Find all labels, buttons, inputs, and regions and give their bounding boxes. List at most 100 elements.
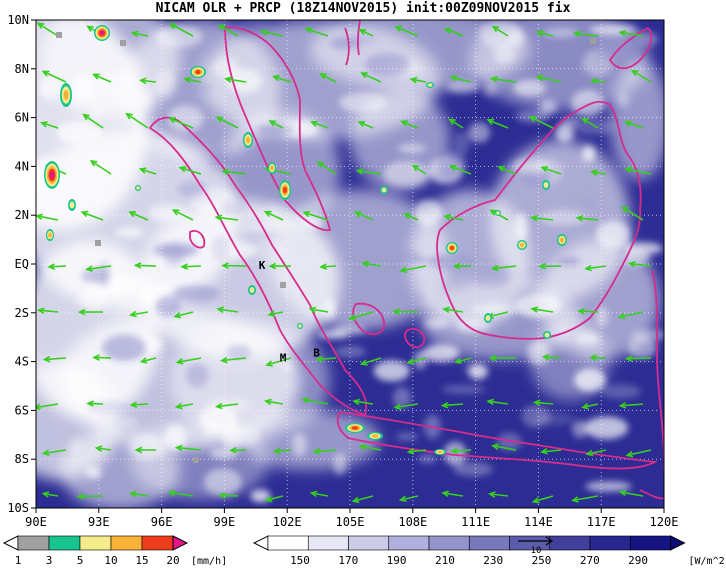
wind-arrow xyxy=(36,213,59,221)
wind-arrow xyxy=(167,489,194,497)
sulawesi-coast xyxy=(651,269,664,470)
cloud-patch xyxy=(119,418,138,427)
wind-arrow xyxy=(304,27,329,37)
lon-label: 117E xyxy=(587,515,616,529)
cloud-patch xyxy=(539,99,557,115)
wind-arrow xyxy=(392,308,419,316)
precip-cell xyxy=(345,423,365,433)
precip-cell xyxy=(446,242,458,254)
cloud-patch xyxy=(571,90,605,117)
cloud-patch xyxy=(473,302,519,316)
wind-arrow xyxy=(618,489,644,497)
wind-arrow xyxy=(398,495,419,503)
wind-arrow xyxy=(178,165,202,175)
wind-arrow xyxy=(134,446,156,454)
wind-arrow xyxy=(577,307,599,315)
cloud-patch xyxy=(280,359,294,373)
axis-ticks xyxy=(31,19,665,513)
lon-label: 99E xyxy=(214,515,236,529)
wind-arrow xyxy=(400,120,419,129)
cloud-patch xyxy=(631,31,659,48)
lon-label: 96E xyxy=(151,515,173,529)
philippines-coast xyxy=(608,26,653,70)
cloud-patch xyxy=(133,92,153,108)
wind-arrow xyxy=(80,210,104,221)
wind-arrow xyxy=(625,449,652,458)
wind-arrow xyxy=(319,263,337,271)
wind-arrow xyxy=(486,398,509,406)
cloud-patch xyxy=(557,257,581,266)
cloud-patch xyxy=(584,416,629,440)
cloud-patch xyxy=(85,466,102,479)
wind-arrow xyxy=(528,116,554,129)
wind-arrow xyxy=(399,265,427,274)
wind-arrow xyxy=(174,444,202,452)
wind-arrow xyxy=(581,117,599,129)
cloud-patch xyxy=(555,123,574,143)
precip-cell xyxy=(60,83,72,107)
wind-arrow xyxy=(259,29,284,37)
wind-arrow xyxy=(617,311,644,320)
cloud-patch xyxy=(71,75,96,104)
wind-arrow xyxy=(361,260,382,268)
olr-bar-segment xyxy=(348,535,390,551)
map-title: NICAM OLR + PRCP (18Z14NOV2015) init:00Z… xyxy=(155,1,571,16)
cloud-patch xyxy=(493,44,516,65)
cloud-patch xyxy=(527,341,551,365)
lon-label: 105E xyxy=(336,515,365,529)
cloud-patch xyxy=(346,34,378,45)
lon-label: 93E xyxy=(88,515,110,529)
wind-arrow xyxy=(128,310,149,318)
wind-arrow xyxy=(168,117,194,129)
cloud-patch xyxy=(388,292,424,302)
wind-arrow xyxy=(589,77,607,85)
city-marker: M xyxy=(280,352,287,365)
cloud-patch xyxy=(397,144,426,153)
wind-arrow xyxy=(352,398,374,406)
cloud-patch xyxy=(115,227,145,237)
precip-bar-tick: 3 xyxy=(46,554,53,567)
cloud-patch xyxy=(561,116,581,126)
precip-cell xyxy=(297,323,303,329)
wind-arrow xyxy=(630,69,652,83)
lat-label: 6S xyxy=(15,403,29,417)
cloud-patch xyxy=(164,424,187,451)
small-island-coast xyxy=(189,230,206,249)
wind-arrow xyxy=(490,264,517,272)
cloud-patch xyxy=(436,150,467,178)
cloud-patch xyxy=(513,79,546,97)
wind-arrow xyxy=(572,30,599,38)
precip-cell xyxy=(268,162,276,174)
cloud-patch xyxy=(585,481,632,492)
lat-label: 8N xyxy=(15,62,29,76)
java-coast xyxy=(336,411,659,470)
lat-label: 6N xyxy=(15,111,29,125)
precip-bar-tick: 20 xyxy=(166,554,179,567)
cloud-patch xyxy=(56,120,102,145)
cloud-patch xyxy=(610,60,664,180)
wind-arrow xyxy=(351,495,374,504)
cloud-patch xyxy=(582,145,596,162)
small-island-coast-2 xyxy=(344,20,361,66)
cloud-patch xyxy=(212,236,230,261)
wind-arrow xyxy=(174,402,194,410)
lesser-sunda-coast xyxy=(639,489,664,500)
precip-cell xyxy=(542,180,550,190)
wind-arrow xyxy=(589,354,607,362)
cloud-patch xyxy=(364,53,410,77)
wind-arrow xyxy=(302,210,329,221)
precip-cell xyxy=(367,432,383,440)
wind-arrow xyxy=(443,27,464,37)
wind-arrow xyxy=(393,403,419,411)
wind-arrow xyxy=(180,263,202,270)
precip-cell xyxy=(135,185,141,191)
cloud-patch xyxy=(128,435,166,461)
lat-label: 2S xyxy=(15,306,29,320)
precip-cell xyxy=(120,40,126,46)
precip-cell xyxy=(56,32,62,38)
cloud-patch xyxy=(155,295,181,317)
wind-arrow xyxy=(36,22,59,37)
olr-bar-segment xyxy=(388,535,430,551)
wind-arrow xyxy=(138,77,157,85)
olr-bar-segment xyxy=(468,535,510,551)
